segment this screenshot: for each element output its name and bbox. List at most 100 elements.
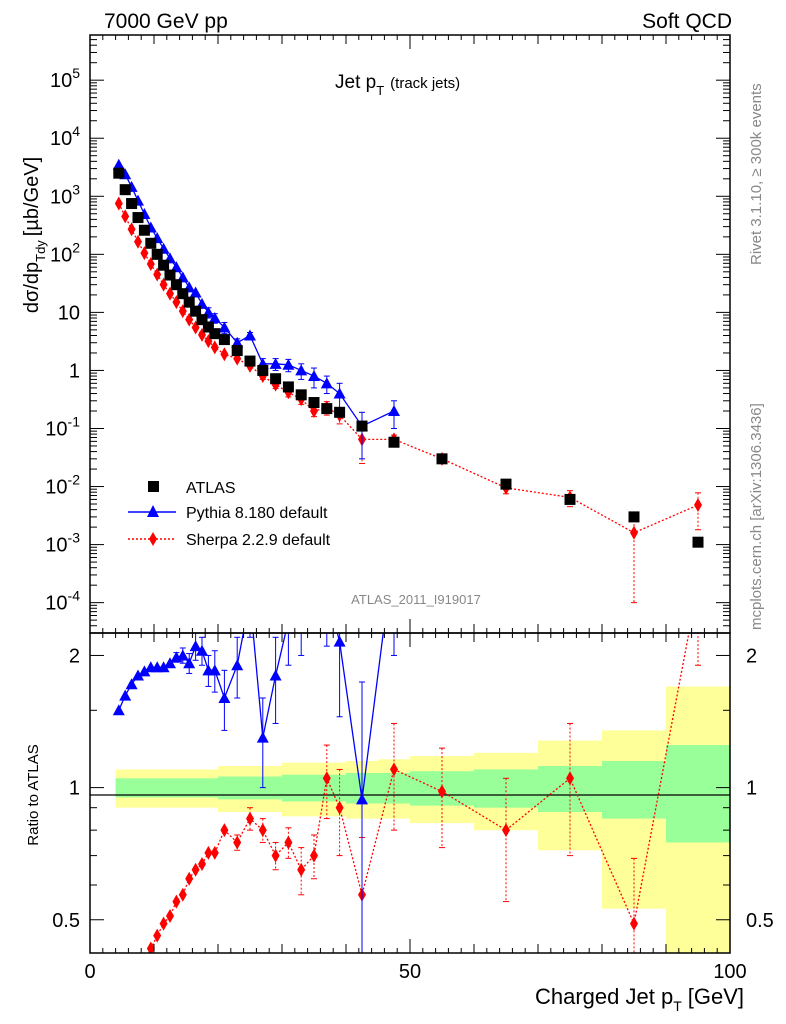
pythia-ratio-point [295,599,307,610]
rivet-version-label: Rivet 3.1.10, ≥ 300k events [748,83,765,265]
y-tick-label: 10-1 [45,413,80,440]
pythia-ratio-point [138,665,151,677]
sherpa-ratio-point [146,941,155,953]
atlas-main-point [170,279,182,291]
y-tick-label-right: 0.5 [746,910,774,932]
pythia-main-point [231,336,244,348]
sherpa-ratio-point [204,845,213,860]
sherpa-ratio-point [115,1010,123,1024]
pythia-main-point [333,387,346,399]
pythia-main-point [269,357,282,369]
sherpa-ratio-point [178,887,187,902]
sherpa-ratio-point [220,823,229,838]
atlas-main-point [257,364,269,376]
y-tick-label: 1 [69,778,80,800]
pythia-ratio-point [231,659,244,671]
sherpa-main-point [153,267,162,282]
stat-band [218,776,282,800]
atlas-main-point [132,212,144,224]
sherpa-main-point [159,277,168,292]
sherpa-ratio-point [134,965,142,979]
stat-band [474,769,538,808]
analysis-id: ATLAS_2011_I919017 [351,592,481,607]
legend-label-sherpa: Sherpa 2.2.9 default [186,532,331,549]
sherpa-ratio-point [191,862,200,877]
pythia-ratio-point [356,793,368,805]
atlas-main-point [177,288,189,300]
atlas-main-point [270,373,282,385]
pythia-main-point [170,261,183,273]
atlas-main-point [564,493,576,505]
legend-marker-pythia [147,505,159,517]
y-tick-label: 102 [50,239,80,266]
axis-ticks [89,34,731,953]
mcplots-label: mcplots.cern.ch [arXiv:1306.3436] [748,403,765,630]
sherpa-ratio-point [198,856,206,871]
atlas-main-point [138,224,150,236]
sherpa-main-point [127,222,136,237]
y-tick-label: 2 [69,645,80,667]
pythia-ratio-point [112,704,125,716]
atlas-main-point [321,403,333,415]
y-tick-label: 104 [50,123,80,150]
sherpa-ratio-point [390,762,398,777]
atlas-main-point [113,167,125,179]
sherpa-ratio-point [166,908,174,923]
sherpa-main-point [220,347,229,362]
atlas-main-point [628,511,640,523]
y-tick-label: 10 [58,302,80,324]
pythia-ratio-point [218,691,231,703]
pythia-main-point [189,286,202,298]
process-label: Soft QCD [642,10,732,33]
pythia-main-point [112,158,125,170]
atlas-main-point [295,389,307,401]
atlas-main-point [231,345,243,357]
y-axis-label-ratio: Ratio to ATLAS [25,744,42,845]
atlas-main-point [308,397,320,409]
legend-marker-atlas [148,481,159,492]
x-tick-label: 100 [713,961,746,983]
sherpa-ratio-point [210,845,219,860]
sherpa-ratio-point [694,578,702,592]
pythia-ratio-point [157,661,170,673]
atlas-main-point [334,406,346,418]
stat-band [282,774,346,802]
pythia-ratio-point [132,669,144,681]
stat-band [666,745,730,843]
atlas-main-point [282,381,294,393]
sherpa-ratio-point [258,823,267,838]
sherpa-ratio-point [502,823,510,838]
sherpa-ratio-point [335,800,344,815]
sherpa-ratio-point [246,811,254,826]
atlas-main-point [190,305,202,317]
sherpa-ratio-point [153,928,162,943]
pythia-ratio-point [189,640,202,652]
legend-marker-sherpa [149,532,157,546]
stat-band [115,778,218,798]
atlas-main-point [202,321,214,333]
y-axis-label-main: dσ/dpTdy[µb/GeV] [21,157,48,313]
sherpa-main-point [146,257,155,272]
pythia-ratio-point [256,731,269,743]
pythia-ratio-point [308,579,320,590]
atlas-main-point [209,328,221,340]
sherpa-ratio-point [172,894,181,909]
sherpa-main-point [630,525,638,540]
sherpa-main-point [140,246,149,261]
atlas-main-point [196,314,208,326]
legend: ATLAS Pythia 8.180 default Sherpa 2.2.9 … [128,480,331,549]
atlas-main-point [145,237,157,249]
legend-label-atlas: ATLAS [186,480,236,497]
pythia-ratio-point [282,615,294,626]
sherpa-ratio-point [438,784,446,799]
pythia-main-point [208,312,221,324]
pythia-main-point [244,329,256,341]
pythia-ratio-point [208,664,221,676]
pythia-ratio-point [269,669,282,681]
atlas-main-point [436,453,448,465]
sherpa-ratio-point [185,871,194,886]
pythia-ratio-point [119,689,132,701]
sherpa-ratio-point [630,916,638,931]
x-tick-label: 50 [399,961,421,983]
atlas-main-point [126,198,138,210]
